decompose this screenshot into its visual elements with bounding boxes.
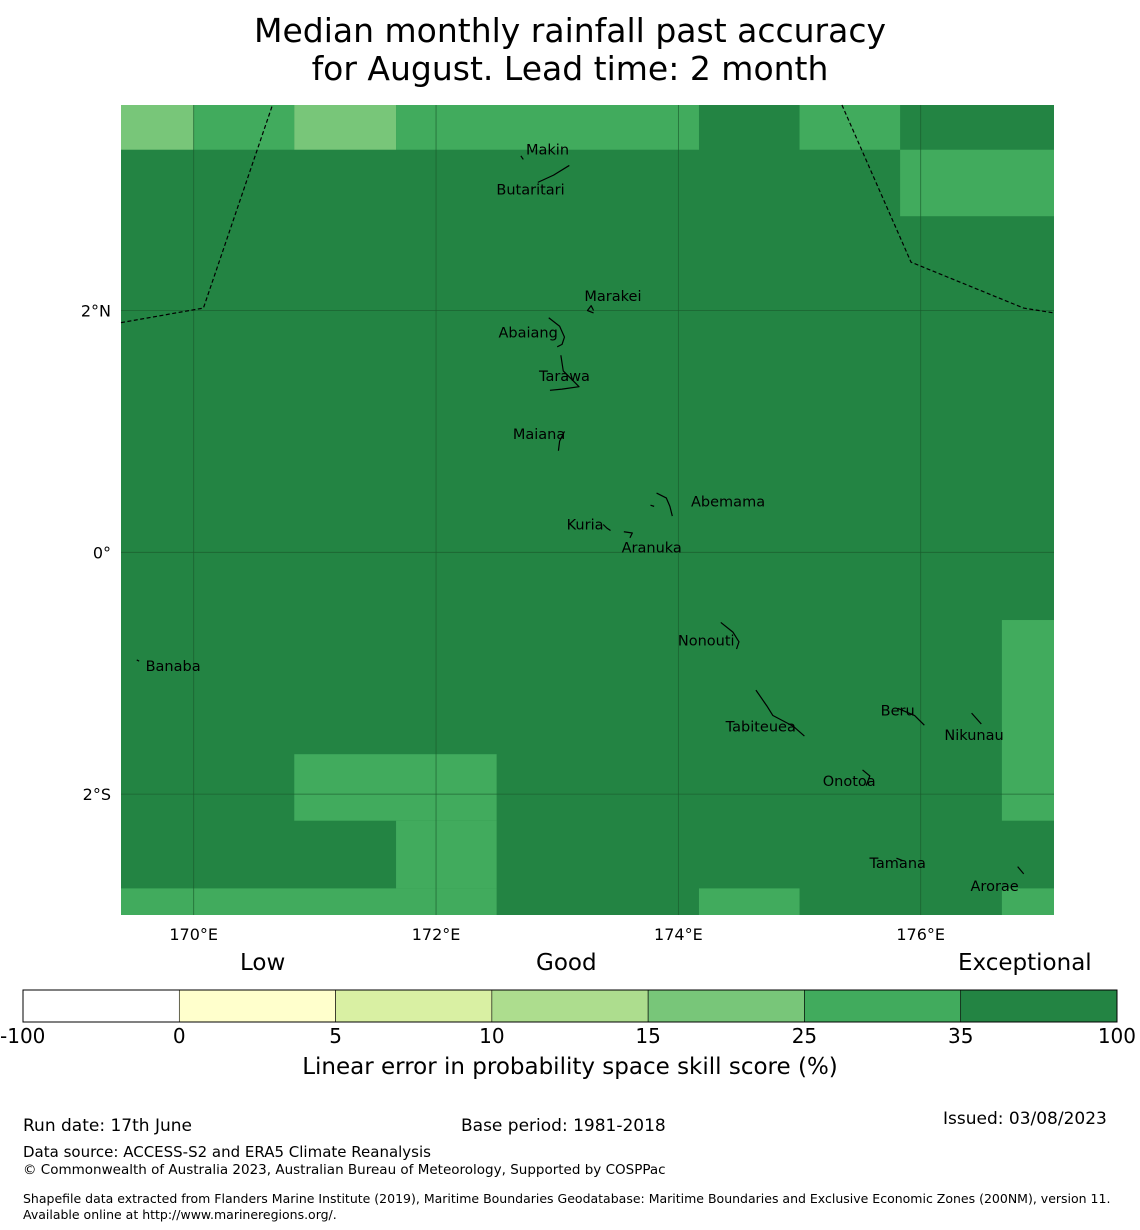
skill-map: 170°E 172°E 174°E 176°E 2°N 0° 2°S Makin Butarit… <box>81 104 1055 944</box>
island-outline <box>1017 866 1025 875</box>
island-outline <box>656 492 673 517</box>
place-label: Arorae <box>971 879 1019 895</box>
colorbar-tick-label: 10 <box>479 1024 505 1048</box>
run-date: Run date: 17th June <box>23 1116 192 1136</box>
issued-date: Issued: 03/08/2023 <box>943 1109 1107 1129</box>
place-label: Abemama <box>691 495 765 511</box>
place-label: Marakei <box>584 289 641 305</box>
colorbar-tick-label: 35 <box>947 1024 974 1048</box>
place-label: Banaba <box>146 659 201 675</box>
skill-cell <box>396 105 699 150</box>
place-label: Aranuka <box>622 540 682 556</box>
place-label: Maiana <box>513 427 565 443</box>
colorbar-segment <box>647 989 805 1023</box>
colorbar-segment <box>491 989 649 1023</box>
island-outline <box>557 431 566 451</box>
colorbar-segment <box>178 989 336 1023</box>
place-label: Nonouti <box>678 634 735 650</box>
colorbar-tick-label: -100 <box>0 1024 46 1048</box>
lat-tick-label: 0° <box>93 543 111 562</box>
colorbar-segment <box>335 989 493 1023</box>
chart-title-line-1: Median monthly rainfall past accuracy <box>253 11 887 50</box>
island-outline <box>971 712 982 725</box>
island-outline <box>897 707 925 726</box>
skill-cell <box>121 888 497 915</box>
chart-title-line-2: for August. Lead time: 2 month <box>311 49 829 88</box>
place-label: Tabiteuea <box>725 719 796 735</box>
skill-cell <box>799 105 901 150</box>
colorbar-outline <box>22 989 1118 1023</box>
legend-low-label: Low <box>240 950 286 976</box>
island-outline <box>548 317 566 348</box>
colorbar-segment <box>804 989 962 1023</box>
island-outline <box>650 504 655 507</box>
place-label: Makin <box>526 143 569 159</box>
skill-cell <box>1001 888 1054 915</box>
island-outline <box>520 155 524 160</box>
island-outline <box>720 621 740 650</box>
place-label: Nikunau <box>944 728 1003 744</box>
place-label: Onotoa <box>823 774 876 790</box>
lon-tick-label: 172°E <box>412 925 461 944</box>
place-label: Beru <box>881 704 915 720</box>
skill-cell <box>900 149 1054 217</box>
lon-tick-label: 174°E <box>654 925 703 944</box>
colorbar-axis-label: Linear error in probability space skill … <box>302 1054 838 1080</box>
colorbar-segment <box>960 989 1118 1023</box>
place-label: Tarawa <box>538 369 590 385</box>
eez-boundary <box>120 104 274 324</box>
colorbar-tick-label: 100 <box>1097 1024 1136 1048</box>
island-outline <box>896 857 903 862</box>
skill-cell <box>1001 620 1054 821</box>
place-label: Tamana <box>868 856 925 872</box>
island-outline <box>623 531 633 539</box>
island-outline <box>586 305 595 314</box>
skill-cell <box>294 754 497 821</box>
place-label: Butaritari <box>496 183 564 199</box>
shapefile-credit: Shapefile data extracted from Flanders M… <box>23 1191 1111 1222</box>
colorbar-segment <box>22 989 180 1023</box>
data-source: Data source: ACCESS-S2 and ERA5 Climate … <box>23 1143 431 1161</box>
legend-exceptional-label: Exceptional <box>958 950 1092 976</box>
colorbar <box>22 989 1118 1023</box>
island-outline <box>537 164 570 183</box>
skill-cell <box>294 105 397 150</box>
colorbar-tick-label: 5 <box>329 1024 342 1048</box>
lon-tick-label: 170°E <box>169 925 218 944</box>
colorbar-tick-label: 0 <box>172 1024 186 1048</box>
skill-cell <box>193 105 295 150</box>
lat-tick-label: 2°N <box>81 302 111 321</box>
legend-good-label: Good <box>536 950 597 976</box>
island-outline <box>602 524 611 532</box>
skill-cell <box>698 888 800 915</box>
island-outline <box>755 689 805 737</box>
eez-boundary <box>841 104 1055 314</box>
skill-cell <box>396 820 497 889</box>
island-outline <box>549 355 580 391</box>
copyright: © Commonwealth of Australia 2023, Austra… <box>23 1162 666 1178</box>
place-label: Kuria <box>567 518 604 534</box>
base-period: Base period: 1981-2018 <box>461 1116 666 1136</box>
skill-cell <box>121 105 194 150</box>
colorbar-tick-label: 25 <box>791 1024 818 1048</box>
island-outline <box>136 659 140 662</box>
lat-tick-label: 2°S <box>83 785 111 804</box>
lon-tick-label: 176°E <box>896 925 945 944</box>
colorbar-tick-label: 15 <box>635 1024 661 1048</box>
map-background <box>121 105 1054 915</box>
place-label: Abaiang <box>498 325 557 341</box>
island-outline <box>862 769 871 786</box>
